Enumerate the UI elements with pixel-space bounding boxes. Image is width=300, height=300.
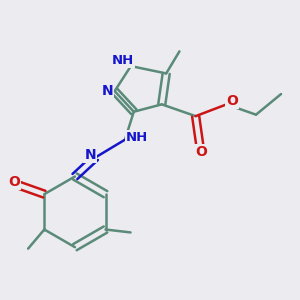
Text: N: N xyxy=(84,148,96,162)
Text: NH: NH xyxy=(112,54,134,67)
Text: O: O xyxy=(196,146,208,159)
Text: O: O xyxy=(8,175,20,189)
Text: N: N xyxy=(101,84,113,98)
Text: O: O xyxy=(226,94,238,108)
Text: NH: NH xyxy=(126,131,148,144)
